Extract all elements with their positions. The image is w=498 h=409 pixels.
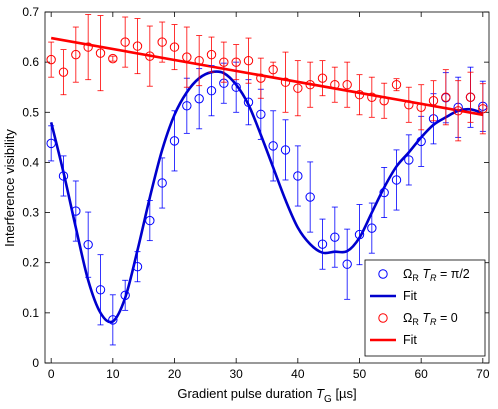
data-point-series-0 [83,239,93,250]
data-point-series-2 [95,48,106,58]
data-point-series-0 [58,171,69,181]
data-point-series-2 [404,100,414,110]
data-point-series-2 [169,42,180,52]
data-point-series-2 [71,49,81,60]
x-tick-label: 10 [106,367,120,381]
y-tick-label: 0.7 [22,5,39,19]
data-point-series-2 [330,80,340,90]
data-point-series-0 [169,136,180,146]
data-point-series-2 [268,64,278,75]
axis-ticks: 0 10 20 30 40 50 60 70 0 0.1 0.2 0.3 0.4 0.5 0.6 0.7 [22,5,490,381]
x-tick-label: 60 [414,367,428,381]
data-point-series-2 [194,55,204,66]
fit-line-series-3 [50,36,484,117]
data-point-series-0 [293,171,303,181]
legend-label-red-fit: Fit [403,333,417,347]
data-point-series-0 [268,141,278,151]
y-tick-label: 0.2 [22,256,39,270]
data-point-series-2 [219,57,229,67]
y-tick-label: 0.3 [22,206,39,220]
fit-line-series-1 [49,70,484,324]
legend: ΩR TR = π/2 Fit ΩR TR = 0 Fit [364,259,486,357]
data-point-series-2 [453,106,463,116]
data-point-series-2 [305,80,315,90]
data-point-series-2 [354,90,365,100]
legend-marker-blue-points [378,269,388,279]
legend-marker-red-points [378,313,388,323]
data-point-series-0 [132,262,143,272]
legend-label-blue-points: ΩR TR = π/2 [403,267,470,283]
data-point-series-0 [379,187,389,198]
data-point-series-2 [416,102,426,112]
data-point-series-0 [391,175,402,185]
data-point-series-0 [404,155,414,165]
x-axis-label: Gradient pulse duration TG [µs] [177,386,356,405]
data-point-series-2 [342,80,352,90]
data-point-series-2 [132,41,143,51]
data-point-series-2 [120,37,130,47]
data-point-series-2 [206,49,217,60]
data-point-series-0 [317,239,328,249]
data-point-series-2 [58,67,69,77]
data-point-series-2 [391,80,402,90]
data-point-series-0 [206,86,217,96]
data-point-series-2 [46,54,56,65]
data-point-series-2 [256,73,266,83]
legend-label-blue-fit: Fit [403,289,417,303]
data-point-series-0 [280,145,291,155]
data-points [46,14,488,346]
data-point-series-0 [354,229,365,240]
x-tick-label: 0 [48,367,55,381]
data-point-series-0 [120,290,130,301]
data-point-series-2 [280,77,291,87]
data-point-series-2 [231,57,241,67]
fit-lines [49,36,484,324]
data-point-series-0 [305,192,315,202]
data-point-series-2 [441,92,451,102]
data-point-series-2 [478,104,488,114]
data-point-series-0 [145,215,155,226]
y-tick-label: 0.1 [22,306,39,320]
data-point-series-0 [157,178,167,188]
y-tick-label: 0 [32,356,39,370]
data-point-series-0 [367,223,377,233]
data-point-series-0 [416,136,426,147]
data-point-series-2 [243,55,254,66]
data-point-series-2 [465,92,476,102]
data-point-series-0 [71,206,81,216]
data-point-series-0 [46,138,56,149]
x-tick-label: 50 [353,367,367,381]
data-point-series-0 [330,232,340,242]
data-point-series-2 [157,37,167,47]
data-point-series-0 [182,101,192,111]
data-point-series-2 [108,53,118,64]
data-point-series-0 [256,109,266,119]
x-tick-label: 20 [168,367,182,381]
data-point-series-2 [428,96,439,106]
y-axis-label: Interference visibility [2,129,17,247]
data-point-series-2 [367,92,377,102]
data-point-series-0 [342,259,352,269]
data-point-series-0 [231,82,241,92]
data-point-series-0 [243,97,254,107]
data-point-series-0 [194,94,204,104]
x-tick-label: 70 [476,367,490,381]
data-point-series-2 [182,52,192,62]
data-point-series-2 [317,73,328,83]
data-point-series-0 [108,315,118,325]
data-point-series-2 [145,51,155,61]
y-tick-label: 0.6 [22,55,39,69]
x-tick-label: 40 [291,367,305,381]
data-point-series-2 [293,83,303,93]
data-point-series-2 [379,96,389,106]
x-tick-label: 30 [229,367,243,381]
data-point-series-0 [95,285,106,295]
y-tick-label: 0.5 [22,105,39,119]
data-point-series-2 [83,42,93,52]
y-tick-label: 0.4 [22,155,39,169]
